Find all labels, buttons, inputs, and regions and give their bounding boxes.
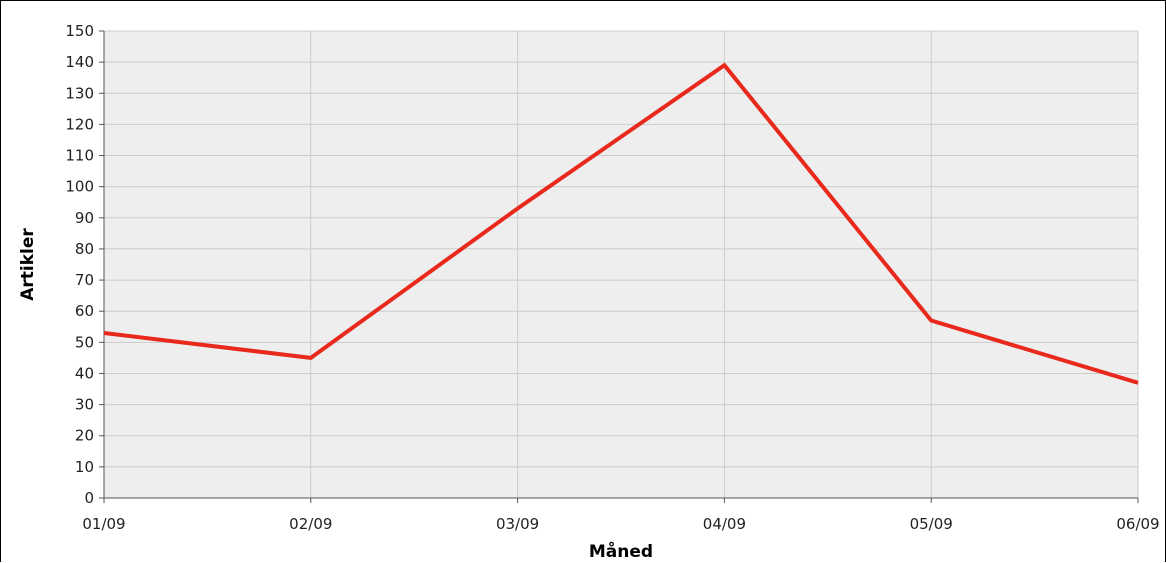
- y-tick-label: 20: [75, 427, 94, 445]
- y-tick-label: 80: [75, 240, 94, 258]
- y-tick-label: 90: [75, 209, 94, 227]
- x-tick-label: 02/09: [289, 515, 332, 533]
- y-tick-label: 50: [75, 333, 94, 351]
- grid-lines: [104, 30, 1139, 498]
- x-tick-label: 01/09: [82, 515, 125, 533]
- x-tick-label: 05/09: [910, 515, 953, 533]
- y-tick-label: 30: [75, 396, 94, 414]
- y-tick-label: 110: [65, 147, 94, 165]
- y-tick-label: 70: [75, 271, 94, 289]
- plot-area: [104, 31, 1138, 498]
- y-axis-title: Artikler: [18, 228, 38, 301]
- x-tick-label: 06/09: [1116, 515, 1159, 533]
- y-tick-label: 100: [65, 178, 94, 196]
- x-tick-label: 04/09: [703, 515, 746, 533]
- x-axis-title: Måned: [589, 540, 653, 562]
- y-tick-label: 0: [84, 489, 94, 507]
- series-line: [103, 62, 1139, 385]
- axes: [103, 31, 1138, 499]
- x-tick-label: 03/09: [496, 515, 539, 533]
- y-tick-label: 60: [75, 302, 94, 320]
- y-tick-label: 40: [75, 364, 94, 382]
- x-axis-ticks: 01/09 02/09 03/09 04/09 05/09 06/09: [82, 498, 1160, 533]
- series-group: [103, 62, 1139, 385]
- y-tick-label: 120: [65, 115, 94, 133]
- y-axis-ticks: 0 10 20 30 40 50 60 70 80 90 100 110 120 130 140 150: [65, 22, 104, 507]
- y-tick-label: 10: [75, 458, 94, 476]
- y-tick-label: 150: [65, 22, 94, 40]
- y-tick-label: 140: [65, 53, 94, 71]
- y-tick-label: 130: [65, 84, 94, 102]
